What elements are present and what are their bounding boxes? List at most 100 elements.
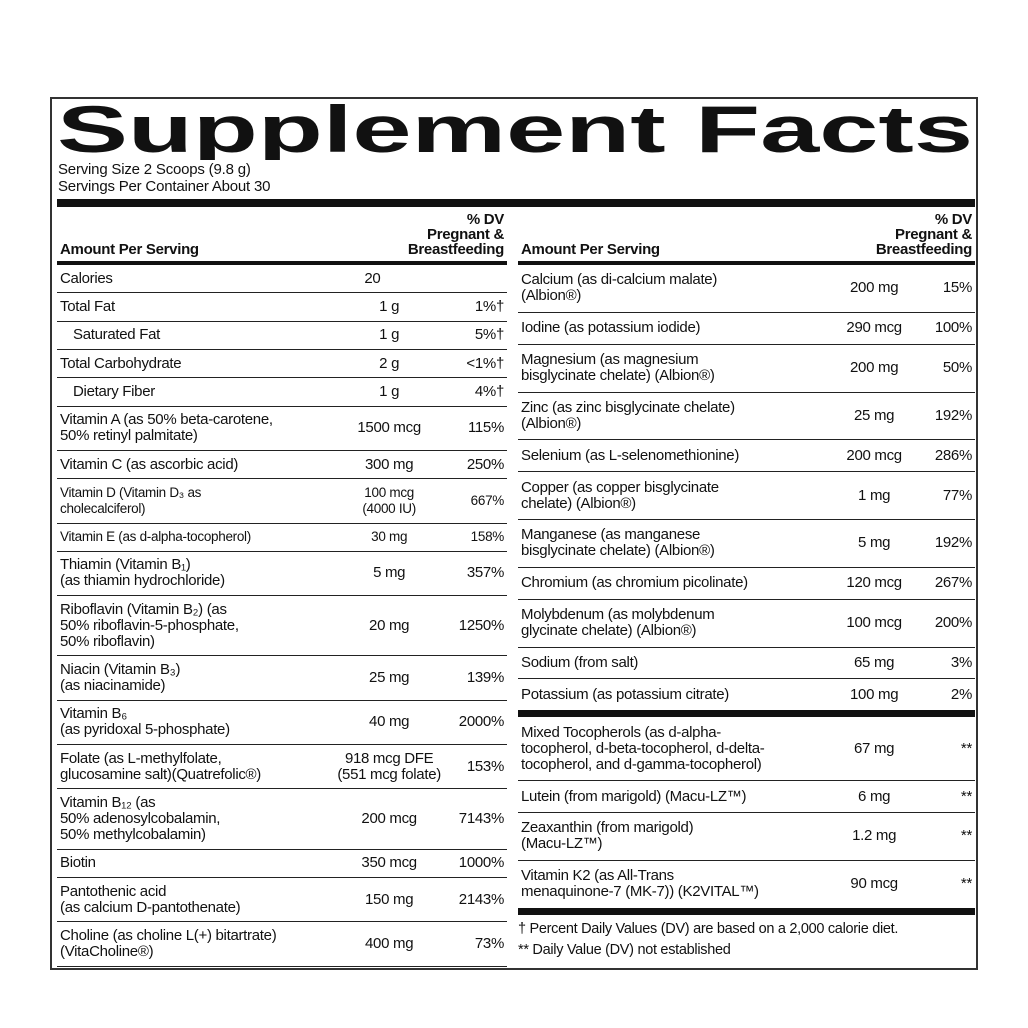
header-row: Amount Per Serving% DV Pregnant & Breastfe… (57, 209, 507, 265)
dv-header: % DV Pregnant & Breastfeeding (831, 209, 975, 265)
thick-rule (57, 199, 975, 207)
daily-value: 267% (916, 567, 975, 600)
nutrient-row: Calories 20 (57, 263, 507, 294)
nutrient-name: Lutein (from marigold) (Macu-LZ™) (518, 780, 832, 813)
right-column: Amount Per Serving% DV Pregnant & Breastfe… (518, 209, 975, 961)
daily-value: 77% (916, 471, 975, 521)
dv-header-line: Breastfeeding (407, 241, 504, 258)
amount: 1500 mcg (334, 406, 444, 451)
nutrient-row: Folate (as L-methylfolate, glucosamine s… (57, 744, 507, 790)
nutrient-row: Vitamin D (Vitamin D₃ as cholecalciferol… (57, 478, 507, 524)
nutrient-row: Mixed Tocopherols (as d-alpha- tocophero… (518, 713, 975, 782)
amount: 300 mg (334, 450, 444, 480)
dv-header-line: Pregnant & (426, 226, 504, 243)
nutrient-row: Selenium (as L-selenomethionine) 200 mcg 2… (518, 439, 975, 473)
nutrient-row: Vitamin K2 (as All-Trans menaquinone-7 (… (518, 860, 975, 915)
daily-value: 73% (443, 921, 507, 967)
nutrient-row: Choline (as choline L(+) bitartrate) (Vi… (57, 921, 507, 967)
amount: 400 mg (334, 921, 444, 967)
nutrient-row: Iodine (as potassium iodide) 290 mcg 100% (518, 312, 975, 345)
nutrient-name: Mixed Tocopherols (as d-alpha- tocophero… (518, 713, 832, 782)
amount-per-serving: Amount Per Serving (518, 209, 832, 265)
nutrient-row: Pantothenic acid (as calcium D-pantothen… (57, 877, 507, 923)
nutrient-name: Vitamin C (as ascorbic acid) (57, 450, 335, 480)
amount: 918 mcg DFE (551 mcg folate) (334, 744, 444, 790)
dv-header-line: % DV (934, 211, 972, 228)
amount: 200 mcg (831, 439, 917, 473)
amount: 25 mg (334, 655, 444, 701)
nutrient-row: Calcium (as di-calcium malate) (Albion®)… (518, 263, 975, 313)
nutrient-name: Potassium (as potassium citrate) (518, 678, 832, 718)
amount: 90 mcg (831, 860, 917, 915)
nutrient-name: Manganese (as manganese bisglycinate che… (518, 519, 832, 568)
nutrient-row: Dietary Fiber 1 g 4%† (57, 377, 507, 407)
nutrient-row: Vitamin B₁₂ (as 50% adenosylcobalamin, 5… (57, 788, 507, 850)
amount: 200 mcg (334, 788, 444, 850)
nutrient-name: Thiamin (Vitamin B₁) (as thiamin hydroch… (57, 551, 335, 597)
nutrient-name: Total Carbohydrate (57, 349, 335, 379)
nutrient-name: Riboflavin (Vitamin B₂) (as 50% riboflav… (57, 595, 335, 657)
nutrient-row: Riboflavin (Vitamin B₂) (as 50% riboflav… (57, 595, 507, 657)
nutrient-name: Vitamin A (as 50% beta-carotene, 50% ret… (57, 406, 335, 451)
nutrient-name: Vitamin B₁₂ (as 50% adenosylcobalamin, 5… (57, 788, 335, 850)
amount: 30 mg (334, 523, 444, 552)
nutrient-name: Niacin (Vitamin B₃) (as niacinamide) (57, 655, 335, 701)
nutrient-name: Folate (as L-methylfolate, glucosamine s… (57, 744, 335, 790)
nutrient-row: Total Fat 1 g 1%† (57, 292, 507, 322)
nutrient-row: Copper (as copper bisglycinate chelate) … (518, 471, 975, 521)
nutrient-name: Total Fat (57, 292, 335, 322)
amount: 6 mg (831, 780, 917, 813)
amount: 1 g (334, 321, 444, 350)
daily-value: 153% (443, 744, 507, 790)
amount: 100 mg (831, 678, 917, 718)
amount: 40 mg (334, 700, 444, 746)
nutrient-row: Vitamin B₆ (as pyridoxal 5-phosphate) 40 … (57, 700, 507, 746)
nutrient-name: Saturated Fat (57, 321, 335, 350)
nutrient-row: Vitamin E (as d-alpha-tocopherol) 30 mg 15… (57, 523, 507, 552)
nutrient-name: Iodine (as potassium iodide) (518, 312, 832, 345)
daily-value: 357% (443, 551, 507, 597)
nutrient-name: Molybdenum (as molybdenum glycinate chel… (518, 599, 832, 648)
nutrient-row: Magnesium (as magnesium bisglycinate che… (518, 344, 975, 393)
nutrient-row: Manganese (as manganese bisglycinate che… (518, 519, 975, 568)
nutrient-row: Total Carbohydrate 2 g <1%† (57, 349, 507, 379)
amount: 1 mg (831, 471, 917, 521)
amount: 350 mcg (334, 849, 444, 879)
daily-value: ** (916, 860, 975, 915)
nutrient-row: Biotin 350 mcg 1000% (57, 849, 507, 879)
nutrient-row: Zinc (as zinc bisglycinate chelate) (Alb… (518, 392, 975, 441)
nutrient-name: Zeaxanthin (from marigold) (Macu-LZ™) (518, 812, 832, 861)
daily-value: <1%† (443, 349, 507, 379)
nutrient-row: Niacin (Vitamin B₃) (as niacinamide) 25 m… (57, 655, 507, 701)
amount: 120 mcg (831, 567, 917, 600)
daily-value: 192% (916, 392, 975, 441)
daily-value: 15% (916, 263, 975, 313)
nutrient-name: Chromium (as chromium picolinate) (518, 567, 832, 600)
daily-value: 1000% (443, 849, 507, 879)
footnote: † Percent Daily Values (DV) are based on… (518, 920, 899, 937)
amount: 150 mg (334, 877, 444, 923)
daily-value: 139% (443, 655, 507, 701)
nutrient-name: Zinc (as zinc bisglycinate chelate) (Alb… (518, 392, 832, 441)
nutrient-name: Pantothenic acid (as calcium D-pantothen… (57, 877, 335, 923)
nutrient-row: Zeaxanthin (from marigold) (Macu-LZ™) 1.2… (518, 812, 975, 861)
amount: 67 mg (831, 713, 917, 782)
amount: 65 mg (831, 647, 917, 680)
nutrient-name: Magnesium (as magnesium bisglycinate che… (518, 344, 832, 393)
daily-value: 158% (443, 523, 507, 552)
nutrient-row: Thiamin (Vitamin B₁) (as thiamin hydroch… (57, 551, 507, 597)
daily-value: 2143% (443, 877, 507, 923)
amount: 1 g (334, 292, 444, 322)
amount-per-serving: Amount Per Serving (57, 209, 335, 265)
amount: 200 mg (831, 263, 917, 313)
footnotes: † Percent Daily Values (DV) are based on… (518, 915, 975, 961)
nutrient-row: Sodium (from salt) 65 mg 3% (518, 647, 975, 680)
nutrient-row: Vitamin C (as ascorbic acid) 300 mg 250% (57, 450, 507, 480)
daily-value: 3% (916, 647, 975, 680)
amount: 20 mg (334, 595, 444, 657)
nutrient-name: Choline (as choline L(+) bitartrate) (Vi… (57, 921, 335, 967)
daily-value: 192% (916, 519, 975, 568)
footnote: ** Daily Value (DV) not established (518, 941, 731, 958)
daily-value: 4%† (443, 377, 507, 407)
amount: 5 mg (334, 551, 444, 597)
